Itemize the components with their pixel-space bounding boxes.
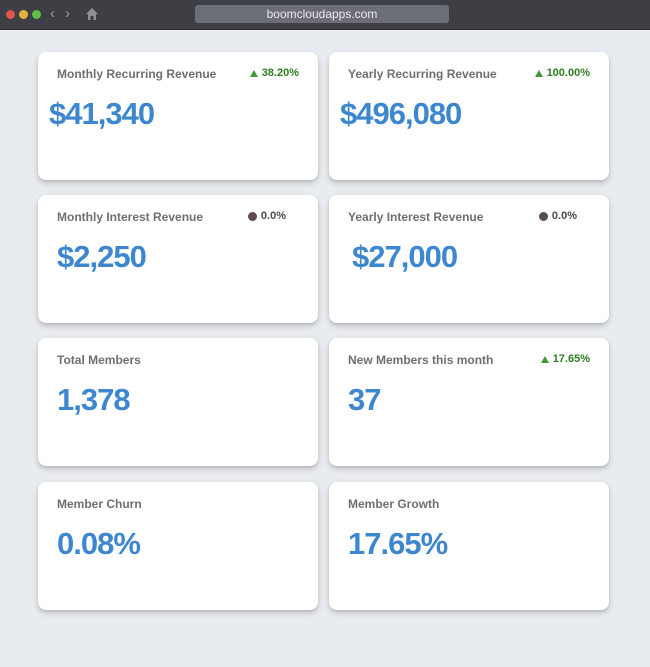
browser-titlebar: ‹ › boomcloudapps.com [0,0,650,30]
change-value: 38.20% [261,67,299,79]
card-title: Yearly Recurring Revenue [348,67,497,81]
card-value: $2,250 [57,239,147,274]
metric-card-member-churn: Member Churn 0.08% [38,482,318,610]
card-value: 37 [348,382,381,417]
chevron-left-icon[interactable]: ‹ [50,5,55,22]
change-badge: 100.00% [534,67,590,79]
triangle-up-icon [534,69,543,77]
change-value: 100.00% [546,67,590,79]
change-value: 17.65% [552,353,590,365]
change-value: 0.0% [260,210,286,222]
card-title: Monthly Recurring Revenue [57,67,217,81]
dot-icon [247,211,257,221]
dot-icon [538,211,548,221]
card-value: $496,080 [340,96,462,131]
metric-card-monthly-recurring-revenue: Monthly Recurring Revenue 38.20% $41,340 [38,52,318,180]
chevron-right-icon[interactable]: › [65,5,70,22]
triangle-up-icon [249,69,258,77]
metric-card-new-members-this-month: New Members this month 17.65% 37 [329,338,609,466]
card-title: Yearly Interest Revenue [348,210,484,224]
card-title: Member Churn [57,497,142,511]
change-value: 0.0% [551,210,577,222]
maximize-window-button[interactable] [32,10,41,19]
metric-card-monthly-interest-revenue: Monthly Interest Revenue 0.0% $2,250 [38,195,318,323]
metric-card-member-growth: Member Growth 17.65% [329,482,609,610]
card-title: Member Growth [348,497,440,511]
card-title: Monthly Interest Revenue [57,210,204,224]
close-window-button[interactable] [6,10,15,19]
metric-card-yearly-recurring-revenue: Yearly Recurring Revenue 100.00% $496,08… [329,52,609,180]
card-value: $41,340 [49,96,155,131]
triangle-up-icon [540,355,549,363]
card-value: 1,378 [57,382,131,417]
address-bar[interactable]: boomcloudapps.com [195,5,449,23]
card-value: $27,000 [352,239,458,274]
card-title: New Members this month [348,353,494,367]
home-icon[interactable] [85,7,99,21]
metric-card-yearly-interest-revenue: Yearly Interest Revenue 0.0% $27,000 [329,195,609,323]
minimize-window-button[interactable] [19,10,28,19]
card-value: 17.65% [348,526,448,561]
card-value: 0.08% [57,526,141,561]
change-badge: 0.0% [538,210,577,222]
change-badge: 17.65% [540,353,590,365]
change-badge: 0.0% [247,210,286,222]
metric-card-total-members: Total Members 1,378 [38,338,318,466]
change-badge: 38.20% [249,67,299,79]
card-title: Total Members [57,353,141,367]
